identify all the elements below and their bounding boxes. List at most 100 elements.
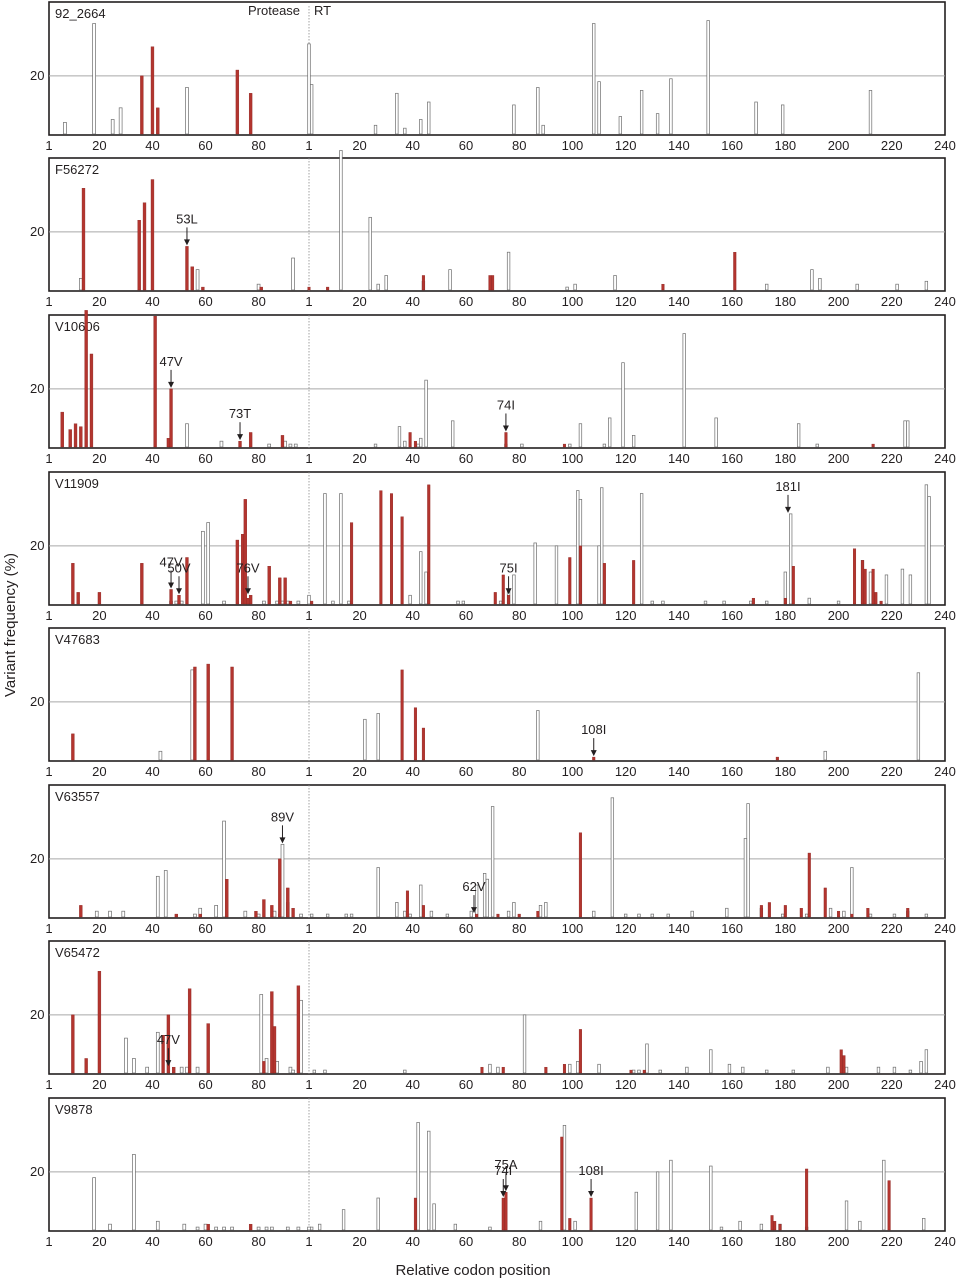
bar-rt-232 xyxy=(922,1218,926,1231)
tick-label-rt-40: 40 xyxy=(406,764,420,779)
bar-rt-196 xyxy=(826,1066,830,1074)
panel-frame xyxy=(48,314,946,449)
bar-resistance-rt-127 xyxy=(642,1069,646,1074)
bar-resistance-rt-97 xyxy=(562,443,566,448)
tick-label-protease-80: 80 xyxy=(251,1077,265,1092)
bar-resistance-rt-177 xyxy=(775,756,779,761)
panel-frame xyxy=(48,157,946,292)
bar-resistance-rt-39 xyxy=(408,432,412,448)
bar-rt-233 xyxy=(924,280,929,291)
bar-resistance-protease-13 xyxy=(79,426,83,448)
bar-resistance-rt-206 xyxy=(853,548,857,605)
bar-rt-17 xyxy=(349,913,354,918)
bar-resistance-protease-54 xyxy=(187,988,192,1074)
reference-label-20: 20 xyxy=(30,538,44,553)
bar-protease-83 xyxy=(264,1226,269,1231)
bar-protease-57 xyxy=(195,1226,200,1231)
bar-rt-2 xyxy=(310,84,314,135)
tick-label-rt-160: 160 xyxy=(721,294,743,309)
annotation-arrow-head xyxy=(237,434,244,441)
tick-label-rt-220: 220 xyxy=(881,608,903,623)
bar-rt-233 xyxy=(924,1049,929,1074)
sample-label: 92_2664 xyxy=(55,6,106,21)
bar-rt-132 xyxy=(655,113,660,135)
bar-resistance-protease-50 xyxy=(177,595,181,605)
annotation-74i: 74I xyxy=(494,1163,512,1198)
bar-rt-233 xyxy=(924,484,929,605)
bar-rt-46 xyxy=(427,1130,431,1231)
bar-resistance-protease-77 xyxy=(248,93,253,135)
tick-label-rt-60: 60 xyxy=(459,294,473,309)
bar-rt-72 xyxy=(496,1066,500,1074)
bar-resistance-protease-88 xyxy=(278,858,282,918)
bar-rt-128 xyxy=(645,1043,649,1074)
bar-resistance-protease-10 xyxy=(71,1014,75,1074)
bar-resistance-protease-17 xyxy=(89,353,94,448)
tick-label-rt-20: 20 xyxy=(352,1234,366,1249)
bar-protease-91 xyxy=(285,1226,290,1231)
tick-label-rt-160: 160 xyxy=(721,138,743,153)
bar-resistance-rt-175 xyxy=(770,1215,774,1231)
bar-rt-130 xyxy=(650,913,654,918)
bar-rt-173 xyxy=(765,600,769,605)
bar-resistance-rt-211 xyxy=(866,908,870,918)
bar-rt-227 xyxy=(908,1069,913,1074)
bar-rt-42 xyxy=(416,1122,420,1231)
bar-rt-120 xyxy=(624,913,628,918)
bar-resistance-rt-103 xyxy=(578,832,582,918)
bar-rt-73 xyxy=(498,600,503,605)
bar-rt-156 xyxy=(719,1226,724,1231)
bar-resistance-protease-35 xyxy=(137,220,141,291)
annotation-label: 73T xyxy=(229,406,251,421)
annotation-arrow-head xyxy=(183,239,190,246)
tick-label-rt-40: 40 xyxy=(406,138,420,153)
annotation-arrow-head xyxy=(176,588,182,595)
bar-resistance-protease-59 xyxy=(201,286,205,291)
bar-rt-76 xyxy=(506,910,511,918)
bar-protease-52 xyxy=(182,1223,187,1231)
bar-rt-88 xyxy=(538,905,543,918)
bar-resistance-rt-71 xyxy=(493,592,497,605)
tick-label-protease-1: 1 xyxy=(45,764,52,779)
bar-rt-165 xyxy=(743,838,748,918)
bar-resistance-rt-180 xyxy=(783,597,787,605)
bar-rt-1 xyxy=(307,594,311,605)
reference-label-20: 20 xyxy=(30,381,44,396)
bar-protease-75 xyxy=(243,910,248,918)
tick-label-rt-40: 40 xyxy=(406,608,420,623)
bar-resistance-protease-55 xyxy=(190,266,194,291)
tick-label-rt-220: 220 xyxy=(881,921,903,936)
tick-label-rt-1: 1 xyxy=(305,764,312,779)
panel-frame xyxy=(48,784,946,919)
tick-label-protease-40: 40 xyxy=(145,1234,159,1249)
bar-rt-110 xyxy=(597,545,601,605)
bar-rt-24 xyxy=(368,216,372,291)
bar-resistance-rt-1 xyxy=(307,286,311,291)
bar-rt-46 xyxy=(427,101,431,135)
annotation-arrow-head xyxy=(470,907,477,914)
bar-rt-37 xyxy=(403,127,407,135)
tick-label-rt-1: 1 xyxy=(305,451,312,466)
bar-protease-59 xyxy=(201,530,205,605)
bar-resistance-protease-86 xyxy=(272,1026,277,1074)
annotation-label: 50V xyxy=(167,560,190,575)
bar-rt-98 xyxy=(565,286,569,291)
tick-label-protease-1: 1 xyxy=(45,294,52,309)
tick-label-protease-40: 40 xyxy=(145,764,159,779)
bar-resistance-rt-46 xyxy=(427,484,431,605)
bar-resistance-rt-72 xyxy=(496,913,500,918)
bar-rt-116 xyxy=(613,275,617,291)
bar-protease-7 xyxy=(63,122,67,135)
bar-resistance-rt-64 xyxy=(475,913,479,918)
bar-rt-110 xyxy=(597,81,601,135)
tick-label-rt-40: 40 xyxy=(406,921,420,936)
bar-rt-132 xyxy=(655,1171,660,1231)
bar-rt-86 xyxy=(533,542,537,605)
bar-protease-18 xyxy=(92,1177,96,1231)
annotation-label: 181I xyxy=(775,479,800,494)
bar-protease-19 xyxy=(94,910,99,918)
bar-rt-119 xyxy=(621,362,625,448)
tick-label-rt-100: 100 xyxy=(562,451,584,466)
bar-rt-87 xyxy=(536,710,540,761)
